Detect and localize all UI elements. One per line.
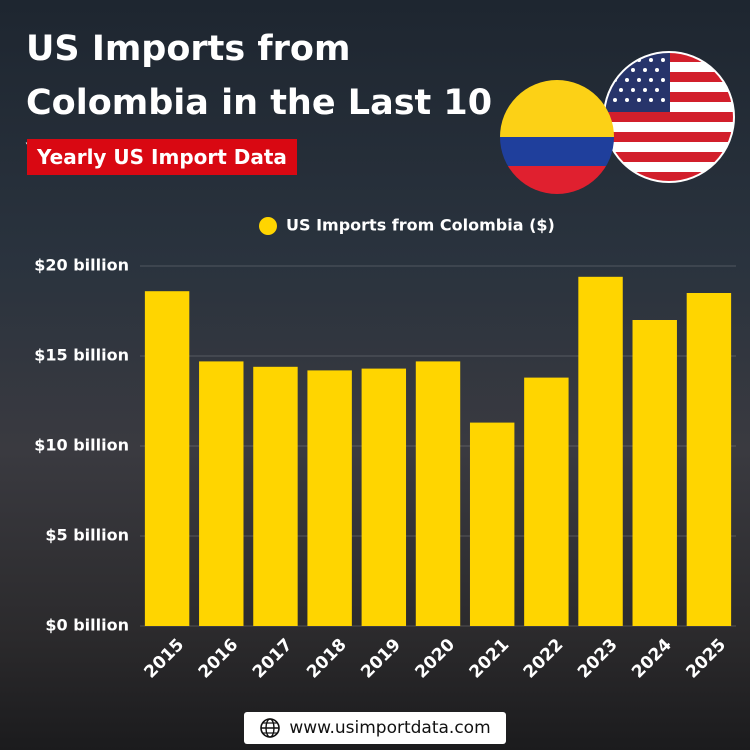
footer: www.usimportdata.com	[244, 712, 506, 744]
y-tick-label: $15 billion	[34, 346, 129, 365]
bar	[415, 361, 461, 626]
x-tick-label: 2023	[574, 635, 622, 683]
x-tick-label: 2020	[411, 635, 459, 683]
y-tick-label: $5 billion	[45, 526, 129, 545]
bar	[253, 366, 298, 626]
website: www.usimportdata.com	[289, 718, 491, 738]
bar	[361, 368, 407, 626]
x-tick-label: 2015	[141, 635, 189, 683]
y-tick-label: $0 billion	[45, 616, 129, 635]
bar	[524, 377, 569, 626]
x-tick-label: 2021	[466, 635, 514, 683]
y-tick-label: $10 billion	[34, 436, 129, 455]
bar	[578, 276, 623, 626]
x-tick-label: 2019	[357, 635, 405, 683]
subtitle: Yearly US Import Data	[27, 139, 297, 175]
title: US Imports from Colombia in the Last 10 …	[26, 29, 493, 177]
legend-marker	[259, 217, 277, 235]
bar	[144, 291, 190, 626]
bar	[307, 370, 352, 626]
x-tick-label: 2024	[628, 635, 676, 683]
x-tick-label: 2016	[195, 635, 243, 683]
x-tick-label: 2025	[682, 635, 730, 683]
bar	[686, 293, 732, 626]
x-tick-label: 2022	[520, 635, 568, 683]
bar	[632, 320, 677, 626]
legend-label: US Imports from Colombia ($)	[286, 216, 555, 235]
x-tick-label: 2017	[249, 635, 297, 683]
bar	[199, 361, 244, 626]
globe-icon	[260, 718, 281, 738]
x-tick-label: 2018	[303, 635, 351, 683]
y-tick-label: $20 billion	[34, 256, 129, 275]
bar	[469, 422, 515, 626]
